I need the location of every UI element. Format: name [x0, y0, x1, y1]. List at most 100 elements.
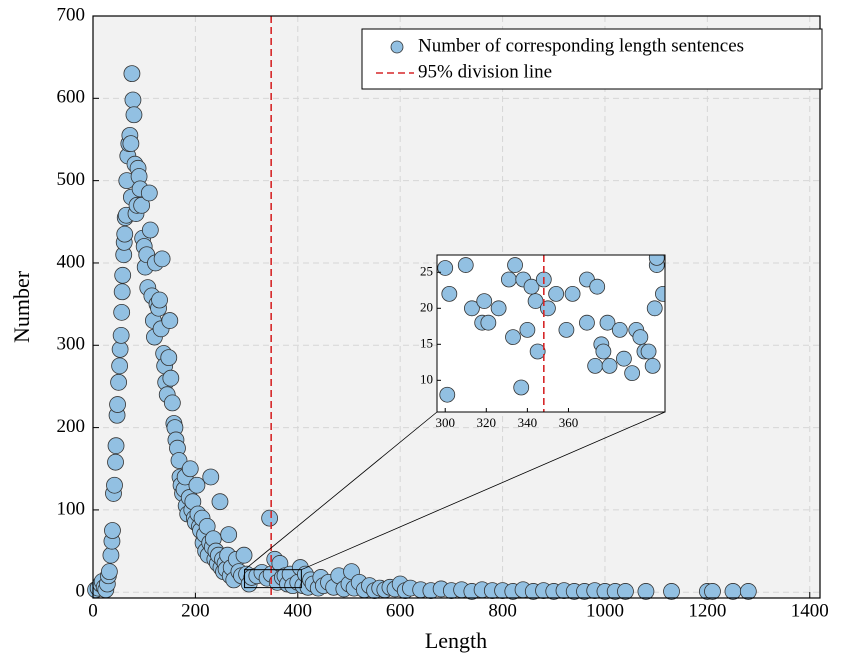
y-tick-label: 700 [57, 4, 86, 25]
inset-point [476, 293, 493, 309]
data-point [617, 583, 634, 600]
data-point [102, 546, 120, 564]
inset-point [646, 300, 663, 317]
inset-point [564, 285, 581, 302]
legend-label: 95% division line [418, 61, 552, 82]
inset-point [611, 321, 628, 338]
inset-point [632, 329, 649, 346]
inset-point [587, 358, 604, 374]
y-tick-label: 300 [57, 334, 86, 355]
inset-point [579, 314, 595, 331]
inset-x-tick-label: 340 [518, 415, 538, 430]
inset-point [648, 255, 665, 266]
legend-marker [390, 40, 404, 54]
inset-point [655, 285, 665, 302]
inset-point [601, 358, 618, 374]
inset-point [490, 300, 507, 317]
inset-point [513, 379, 530, 396]
inset-x-tick-label: 300 [435, 415, 455, 430]
data-point [170, 452, 188, 469]
data-point [125, 106, 143, 124]
data-point [124, 91, 142, 109]
data-point [704, 583, 721, 600]
inset-point [439, 386, 456, 403]
data-point [161, 312, 179, 329]
data-point [141, 221, 159, 239]
x-tick-label: 400 [284, 600, 313, 621]
inset-point [644, 358, 661, 374]
inset-x-tick-label: 320 [477, 415, 497, 430]
data-point [100, 563, 118, 581]
inset-point [507, 257, 523, 273]
inset-point [529, 343, 546, 360]
inset-point [500, 271, 517, 288]
inset-point [589, 278, 606, 295]
data-point [140, 184, 158, 202]
inset-point [505, 329, 521, 346]
inset-point [640, 343, 657, 360]
data-point [188, 476, 206, 494]
inset-point [523, 278, 540, 295]
data-point [112, 327, 130, 344]
inset-point [519, 321, 536, 338]
inset-point [437, 260, 454, 276]
inset-point [616, 350, 632, 367]
y-tick-label: 500 [57, 169, 86, 190]
data-point [109, 396, 126, 413]
data-point [123, 65, 141, 83]
y-tick-label: 400 [57, 251, 86, 272]
data-point [261, 509, 279, 527]
inset-point [540, 300, 556, 317]
inset-point [558, 321, 575, 338]
y-tick-label: 0 [76, 581, 86, 602]
inset-point [457, 257, 474, 273]
inset-y-tick-label: 25 [420, 263, 433, 278]
data-point [637, 583, 655, 600]
inset-y-tick-label: 20 [420, 299, 433, 314]
x-tick-label: 200 [181, 600, 210, 621]
data-point [110, 373, 127, 391]
data-point [133, 196, 151, 214]
inset-point [480, 314, 497, 331]
data-point [113, 303, 131, 321]
data-point [111, 357, 129, 375]
plot-frame [92, 15, 821, 599]
y-axis-label: Number [9, 270, 34, 343]
inset-points [437, 255, 665, 412]
inset-y-tick-label: 15 [420, 335, 433, 350]
data-point [114, 266, 132, 284]
data-point [724, 583, 742, 600]
data-point [116, 225, 134, 243]
inset-point [624, 365, 641, 382]
y-tick-label: 200 [57, 416, 86, 437]
inset-point [464, 300, 480, 317]
data-point [181, 460, 199, 478]
data-point [151, 291, 168, 309]
data-point [107, 453, 124, 471]
inset-x-tick-label: 360 [559, 415, 579, 430]
data-point [153, 250, 171, 268]
inset-point [595, 343, 612, 360]
x-tick-label: 1000 [586, 600, 624, 621]
data-point [739, 583, 757, 600]
legend-box [361, 28, 823, 90]
x-axis-label: Length [425, 628, 487, 653]
inset-point [548, 285, 565, 302]
y-tick-label: 100 [57, 498, 86, 519]
data-point [113, 283, 131, 301]
data-point [122, 135, 140, 152]
x-tick-label: 600 [386, 600, 415, 621]
inset-point [441, 285, 458, 302]
data-point [160, 349, 178, 367]
data-point [202, 468, 220, 486]
data-point [104, 522, 121, 539]
y-tick-label: 600 [57, 87, 86, 108]
data-point [111, 340, 129, 358]
x-tick-label: 800 [488, 600, 517, 621]
legend-label: Number of corresponding length sentences [418, 35, 744, 56]
data-point [220, 526, 238, 544]
x-tick-label: 1200 [688, 600, 726, 621]
data-point [106, 476, 123, 494]
x-tick-label: 0 [88, 600, 98, 621]
